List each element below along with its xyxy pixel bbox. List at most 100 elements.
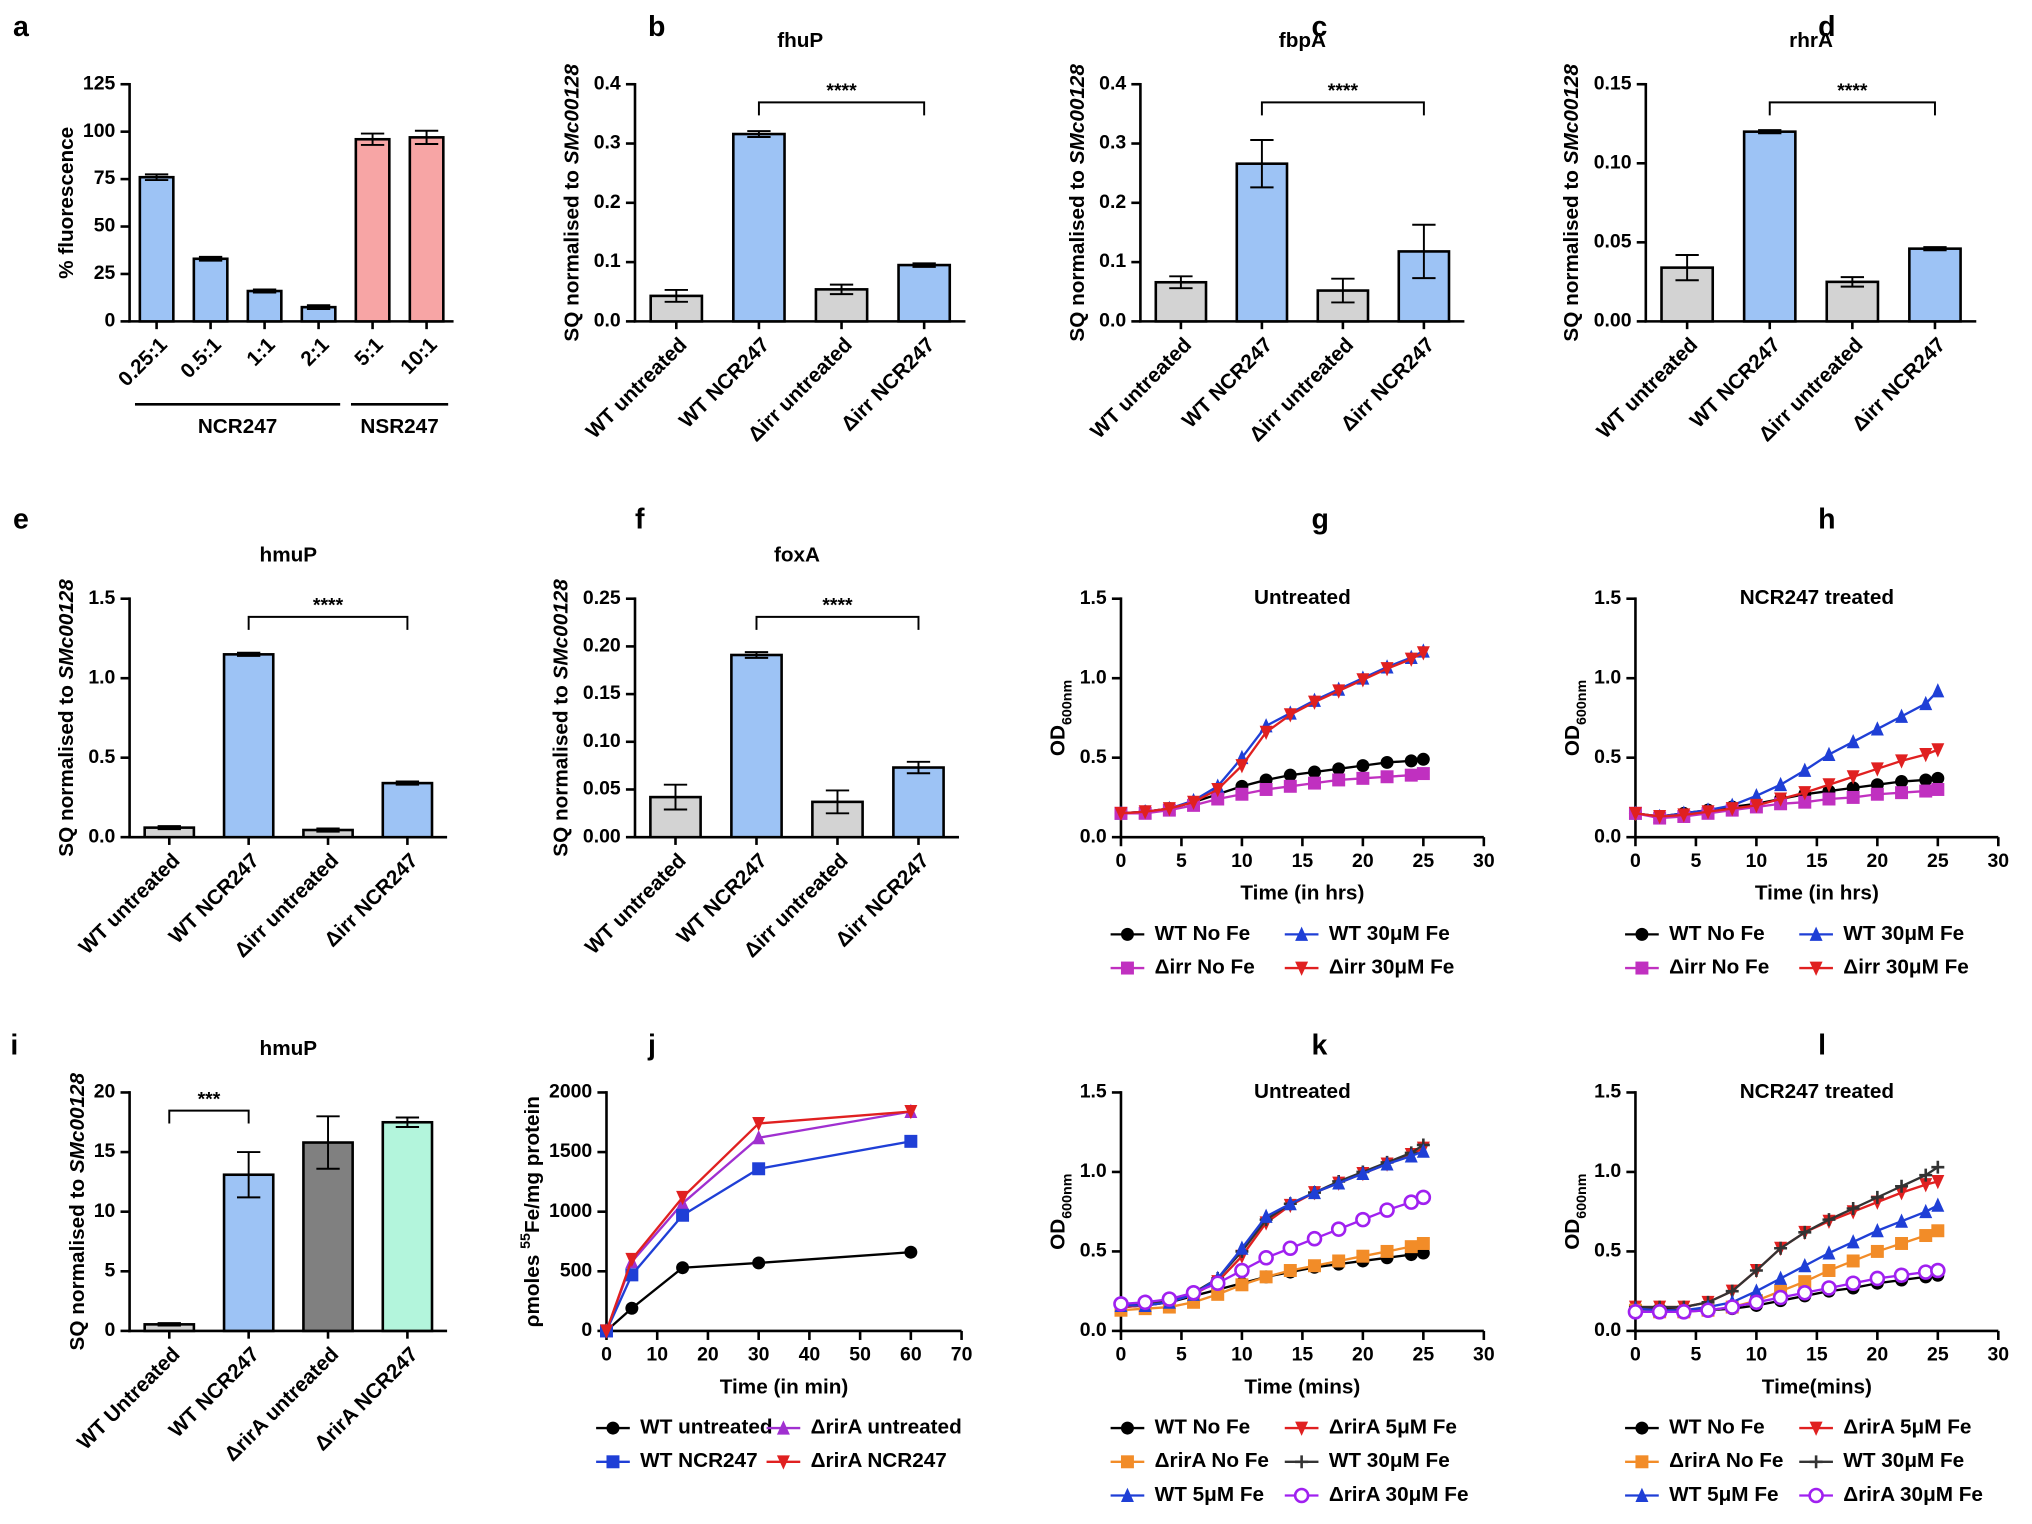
legend-label: ΔrirA untreated	[811, 1416, 962, 1439]
marker	[1332, 762, 1346, 776]
y-tick-label: 1.5	[1594, 587, 1621, 609]
marker	[1380, 1156, 1394, 1171]
legend-label: Δirr No Fe	[1669, 956, 1769, 979]
y-tick-label: 0.2	[594, 191, 621, 213]
y-tick-label: 0.0	[594, 310, 621, 332]
y-axis-label-part: SQ normalised to	[561, 164, 584, 341]
marker	[1774, 1241, 1788, 1255]
marker	[1235, 1278, 1249, 1292]
y-tick-label: 0.3	[594, 132, 621, 154]
marker	[1416, 1236, 1430, 1250]
significance-bracket	[755, 615, 920, 630]
marker	[1627, 1304, 1644, 1320]
marker	[1235, 759, 1249, 774]
marker	[1895, 1236, 1909, 1250]
marker	[1749, 798, 1763, 814]
y-tick-label: 1500	[549, 1140, 592, 1162]
marker	[1846, 1234, 1860, 1249]
y-tick-label: 0.0	[1594, 825, 1621, 847]
legend-label: WT untreated	[640, 1416, 772, 1439]
marker	[1870, 1190, 1884, 1204]
chart-title: hmuP	[260, 543, 318, 566]
marker	[1295, 961, 1309, 976]
marker	[625, 1301, 639, 1315]
y-tick-label: 125	[83, 72, 116, 94]
x-tick-label: WT untreated	[75, 849, 185, 959]
x-tick-label: 0.25:1	[114, 333, 172, 391]
marker	[1259, 1208, 1273, 1223]
marker	[1415, 1189, 1432, 1206]
x-tick-label: 0	[1630, 1344, 1641, 1366]
marker	[1822, 792, 1836, 806]
error-bar	[664, 288, 688, 303]
marker	[1931, 743, 1945, 758]
marker	[1931, 683, 1945, 698]
y-axis-label: ρmoles 55Fe/mg protein	[518, 1096, 545, 1327]
legend-label: Δirr No Fe	[1155, 956, 1255, 979]
marker	[1209, 1275, 1226, 1291]
marker	[1295, 1421, 1309, 1436]
y-tick-label: 0.0	[1099, 310, 1126, 332]
marker	[904, 1105, 918, 1120]
x-tick-label: 15	[1806, 1344, 1828, 1366]
y-tick-label: 1.5	[1594, 1081, 1621, 1103]
y-tick-label: 0.25	[583, 587, 621, 609]
y-tick-label: 1.0	[88, 666, 115, 688]
y-tick-label: 0.5	[1080, 1240, 1107, 1262]
marker	[1356, 759, 1370, 773]
series-line	[605, 1110, 912, 1332]
marker	[1700, 1302, 1716, 1319]
error-bar	[1169, 275, 1193, 290]
legend-label: ΔrirA No Fe	[1669, 1449, 1783, 1472]
error-bar	[744, 651, 769, 659]
marker	[1822, 1213, 1836, 1227]
y-tick-label: 1.0	[1080, 1160, 1107, 1182]
marker	[1635, 961, 1649, 975]
x-tick-label: 2:1	[296, 333, 333, 370]
marker	[1895, 754, 1909, 769]
y-axis-label-part: 600nm	[1059, 1174, 1075, 1219]
marker	[1809, 1421, 1823, 1436]
marker	[1931, 782, 1945, 796]
marker	[1404, 1240, 1418, 1254]
marker	[904, 1245, 918, 1259]
marker	[1931, 1197, 1945, 1212]
y-axis-label-part: OD	[1047, 1219, 1070, 1250]
marker	[1931, 771, 1945, 785]
y-tick-label: 0.0	[1080, 1319, 1107, 1341]
marker	[1725, 802, 1739, 817]
marker	[1870, 787, 1884, 801]
marker	[1895, 1186, 1909, 1201]
marker	[1308, 776, 1321, 790]
significance-label: ***	[198, 1088, 221, 1110]
marker	[1919, 1168, 1933, 1182]
marker	[1380, 770, 1394, 784]
y-axis-label: SQ normalised to SMc00128	[1561, 64, 1584, 342]
x-tick-label: 30	[1988, 1344, 2010, 1366]
marker	[1293, 1487, 1310, 1504]
y-tick-label: 0.1	[594, 250, 621, 272]
y-axis-label: OD600nm	[1561, 680, 1589, 756]
marker	[1162, 802, 1176, 817]
marker	[1931, 1160, 1945, 1174]
marker	[1798, 786, 1812, 801]
marker	[1870, 1244, 1884, 1258]
x-tick-label: 25	[1413, 1344, 1435, 1366]
error-bar	[157, 825, 181, 831]
legend-label: ΔrirA NCR247	[811, 1449, 947, 1472]
marker	[1404, 652, 1418, 667]
y-tick-label: 0	[105, 310, 116, 332]
bar	[302, 1141, 354, 1333]
legend-label: WT 30μM Fe	[1843, 922, 1964, 945]
y-axis-label-part: 600nm	[1574, 1174, 1590, 1219]
marker	[1846, 1254, 1860, 1268]
y-axis-label: OD600nm	[1047, 680, 1075, 756]
y-tick-label: 0.0	[1080, 825, 1107, 847]
legend-label: WT 30μM Fe	[1329, 922, 1450, 945]
marker	[1283, 1195, 1297, 1211]
marker	[1724, 1299, 1740, 1315]
bar	[138, 175, 175, 323]
x-tick-label: 0	[1116, 850, 1127, 872]
error-bar	[906, 760, 931, 775]
marker	[1211, 1287, 1225, 1301]
